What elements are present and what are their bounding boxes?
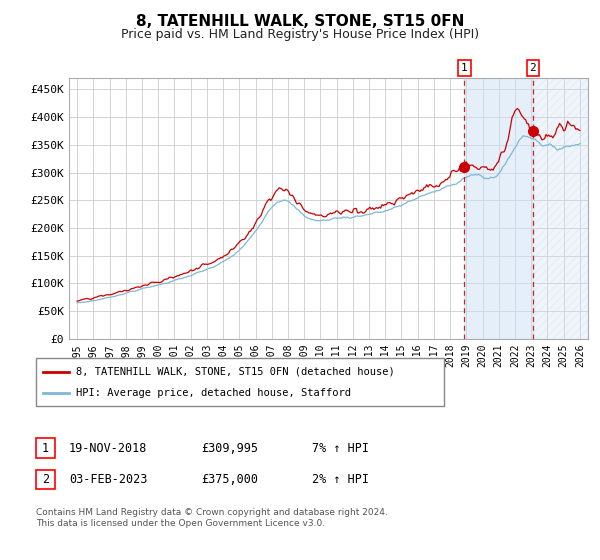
Bar	[533, 78, 596, 339]
Text: 2: 2	[529, 63, 536, 73]
Text: 19-NOV-2018: 19-NOV-2018	[69, 441, 148, 455]
Text: £309,995: £309,995	[201, 441, 258, 455]
Text: 2% ↑ HPI: 2% ↑ HPI	[312, 473, 369, 487]
Text: £375,000: £375,000	[201, 473, 258, 487]
Text: 03-FEB-2023: 03-FEB-2023	[69, 473, 148, 487]
Text: 1: 1	[42, 441, 49, 455]
Text: 7% ↑ HPI: 7% ↑ HPI	[312, 441, 369, 455]
Text: HPI: Average price, detached house, Stafford: HPI: Average price, detached house, Staf…	[76, 388, 351, 398]
Text: Contains HM Land Registry data © Crown copyright and database right 2024.
This d: Contains HM Land Registry data © Crown c…	[36, 508, 388, 528]
Bar	[464, 78, 533, 339]
Text: 8, TATENHILL WALK, STONE, ST15 0FN: 8, TATENHILL WALK, STONE, ST15 0FN	[136, 14, 464, 29]
Text: 2: 2	[42, 473, 49, 487]
Text: 8, TATENHILL WALK, STONE, ST15 0FN (detached house): 8, TATENHILL WALK, STONE, ST15 0FN (deta…	[76, 367, 395, 377]
Text: 1: 1	[461, 63, 468, 73]
Text: Price paid vs. HM Land Registry's House Price Index (HPI): Price paid vs. HM Land Registry's House …	[121, 28, 479, 41]
